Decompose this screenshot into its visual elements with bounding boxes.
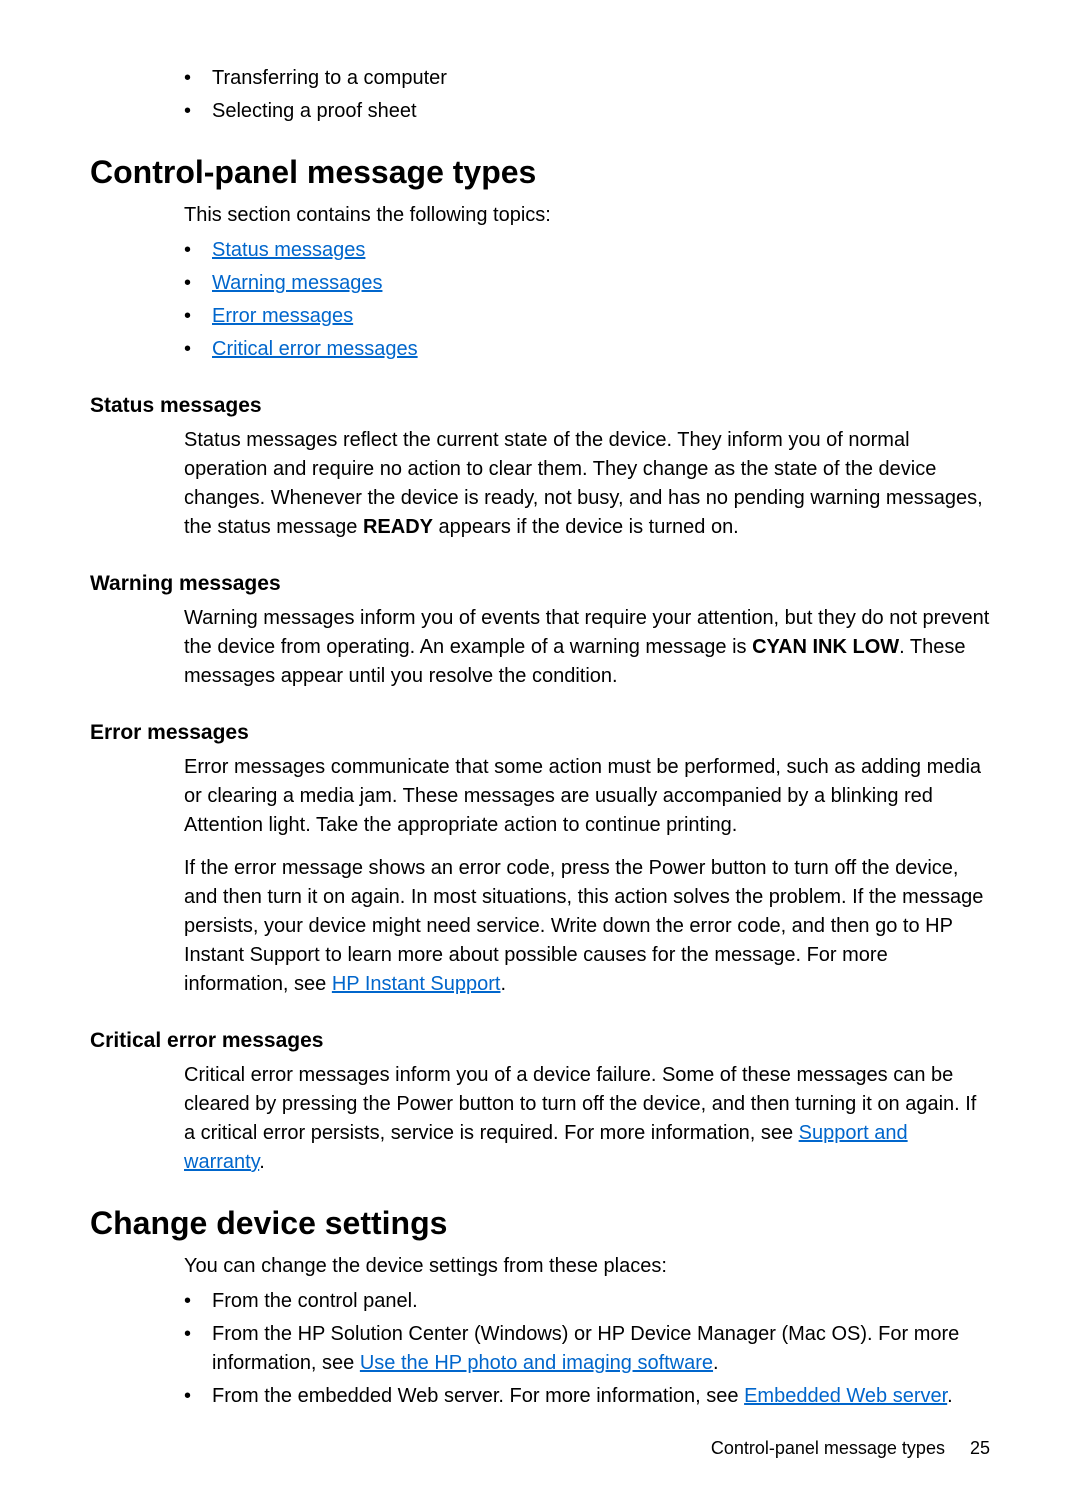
warning-paragraph: Warning messages inform you of events th… bbox=[184, 604, 990, 691]
bullet-icon: • bbox=[184, 1382, 212, 1411]
change-settings-list: • From the control panel. • From the HP … bbox=[184, 1287, 990, 1411]
bold-ready: READY bbox=[363, 516, 433, 538]
bold-cyan-ink-low: CYAN INK LOW bbox=[752, 636, 899, 658]
text-run: . bbox=[713, 1352, 719, 1374]
bullet-text: Selecting a proof sheet bbox=[212, 97, 990, 126]
list-item: • From the HP Solution Center (Windows) … bbox=[184, 1320, 990, 1378]
list-item: • Error messages bbox=[184, 302, 990, 331]
bullet-icon: • bbox=[184, 335, 212, 364]
status-paragraph: Status messages reflect the current stat… bbox=[184, 426, 990, 542]
list-item: • Status messages bbox=[184, 236, 990, 265]
bullet-icon: • bbox=[184, 1320, 212, 1349]
link-critical-error-messages[interactable]: Critical error messages bbox=[212, 338, 418, 360]
top-bullet-list: • Transferring to a computer • Selecting… bbox=[184, 64, 990, 126]
list-item: • Selecting a proof sheet bbox=[184, 97, 990, 126]
bullet-icon: • bbox=[184, 97, 212, 126]
link-warning-messages[interactable]: Warning messages bbox=[212, 272, 382, 294]
link-embedded-web-server[interactable]: Embedded Web server bbox=[744, 1385, 947, 1407]
text-run: From the embedded Web server. For more i… bbox=[212, 1385, 744, 1407]
error-paragraph-2: If the error message shows an error code… bbox=[184, 854, 990, 999]
bullet-icon: • bbox=[184, 64, 212, 93]
bullet-icon: • bbox=[184, 236, 212, 265]
text-run: . bbox=[947, 1385, 953, 1407]
footer-page-number: 25 bbox=[970, 1438, 990, 1458]
section-heading-change-settings: Change device settings bbox=[90, 1205, 990, 1242]
footer-label: Control-panel message types bbox=[711, 1438, 945, 1458]
text-run: If the error message shows an error code… bbox=[184, 857, 983, 995]
subheading-error: Error messages bbox=[90, 721, 990, 745]
bullet-icon: • bbox=[184, 302, 212, 331]
bullet-text: From the embedded Web server. For more i… bbox=[212, 1382, 990, 1411]
bullet-text: From the HP Solution Center (Windows) or… bbox=[212, 1320, 990, 1378]
list-item: • From the control panel. bbox=[184, 1287, 990, 1316]
bullet-text: From the control panel. bbox=[212, 1287, 990, 1316]
change-settings-intro: You can change the device settings from … bbox=[184, 1252, 990, 1281]
text-run: . bbox=[259, 1151, 265, 1173]
text-run: appears if the device is turned on. bbox=[433, 516, 739, 538]
link-error-messages[interactable]: Error messages bbox=[212, 305, 353, 327]
list-item: • Critical error messages bbox=[184, 335, 990, 364]
error-paragraph-1: Error messages communicate that some act… bbox=[184, 753, 990, 840]
text-run: . bbox=[500, 973, 506, 995]
bullet-icon: • bbox=[184, 269, 212, 298]
link-hp-instant-support[interactable]: HP Instant Support bbox=[332, 973, 501, 995]
section-intro: This section contains the following topi… bbox=[184, 201, 990, 230]
list-item: • From the embedded Web server. For more… bbox=[184, 1382, 990, 1411]
list-item: • Warning messages bbox=[184, 269, 990, 298]
subheading-status: Status messages bbox=[90, 394, 990, 418]
subheading-critical: Critical error messages bbox=[90, 1029, 990, 1053]
critical-paragraph: Critical error messages inform you of a … bbox=[184, 1061, 990, 1177]
bullet-text: Transferring to a computer bbox=[212, 64, 990, 93]
toc-link-list: • Status messages • Warning messages • E… bbox=[184, 236, 990, 364]
list-item: • Transferring to a computer bbox=[184, 64, 990, 93]
bullet-icon: • bbox=[184, 1287, 212, 1316]
subheading-warning: Warning messages bbox=[90, 572, 990, 596]
link-status-messages[interactable]: Status messages bbox=[212, 239, 365, 261]
page-footer: Control-panel message types 25 bbox=[711, 1438, 990, 1459]
section-heading-control-panel: Control-panel message types bbox=[90, 154, 990, 191]
page-container: • Transferring to a computer • Selecting… bbox=[0, 0, 1080, 1495]
link-photo-imaging-software[interactable]: Use the HP photo and imaging software bbox=[360, 1352, 713, 1374]
